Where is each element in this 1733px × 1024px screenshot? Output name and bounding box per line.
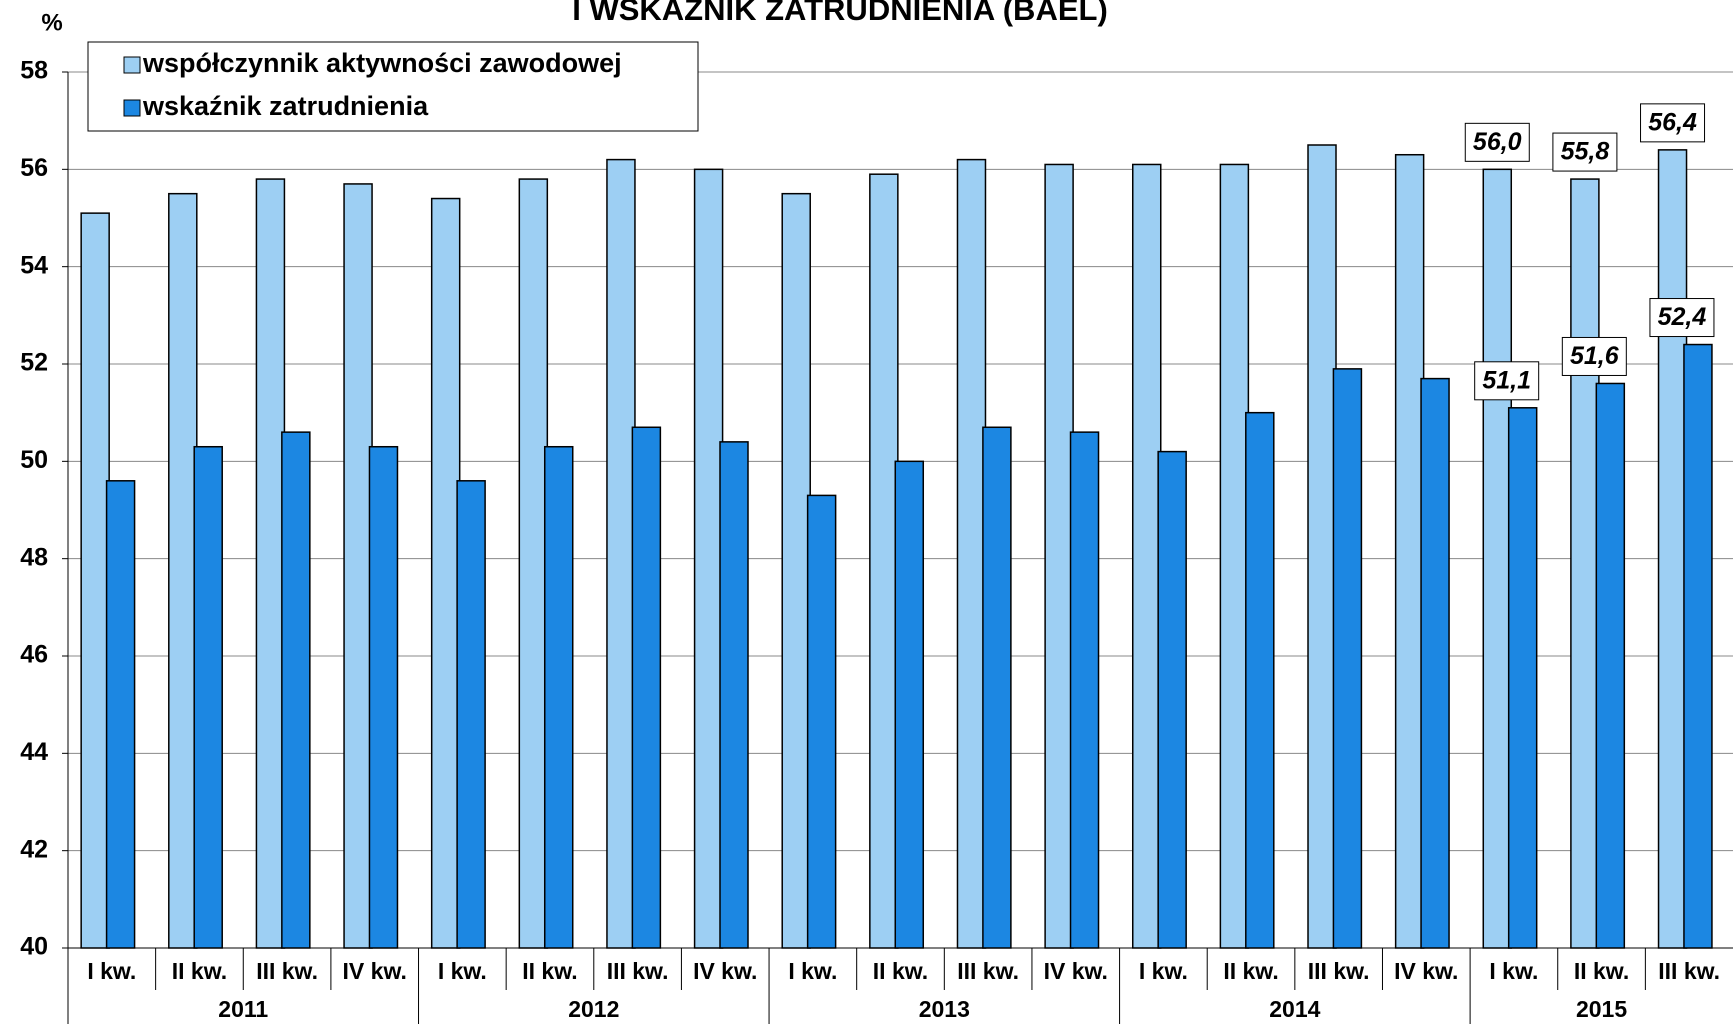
- bar: [105, 480, 136, 949]
- bar: [1657, 149, 1688, 949]
- y-tick-label: 50: [20, 446, 48, 474]
- y-tick-label: 40: [20, 933, 48, 961]
- bar: [80, 212, 110, 949]
- bar: [1307, 144, 1337, 949]
- value-label: 51,1: [1482, 366, 1531, 394]
- bar: [1219, 163, 1250, 949]
- x-tick-label: I kw.: [788, 958, 837, 984]
- value-label-box: [1474, 361, 1540, 401]
- bar: [693, 168, 724, 949]
- bar: [343, 183, 373, 949]
- x-tick-label: III kw.: [1308, 958, 1370, 984]
- legend-box: [87, 41, 699, 132]
- x-tick-label: I kw.: [87, 958, 136, 984]
- bar: [1595, 382, 1626, 949]
- y-tick-label: 54: [20, 251, 48, 279]
- value-label: 56,0: [1473, 128, 1522, 156]
- x-tick-label: I kw.: [438, 958, 487, 984]
- x-tick-label: III kw.: [607, 958, 669, 984]
- bar: [543, 445, 574, 949]
- x-tick-label: IV kw.: [1044, 958, 1108, 984]
- year-label: 2011: [218, 996, 268, 1022]
- bar: [606, 158, 636, 949]
- x-tick-label: IV kw.: [343, 958, 407, 984]
- legend-label: wskaźnik zatrudnienia: [142, 91, 429, 121]
- bar: [430, 197, 461, 949]
- bar: [1332, 368, 1363, 949]
- chart-title: I WSKAŹNIK ZATRUDNIENIA (BAEL): [572, 0, 1108, 27]
- bar: [956, 158, 987, 949]
- x-tick-label: III kw.: [957, 958, 1019, 984]
- x-tick-label: I kw.: [1139, 958, 1188, 984]
- year-label: 2013: [919, 996, 970, 1022]
- value-label-box: [1464, 122, 1530, 162]
- bar: [894, 460, 925, 949]
- value-label: 56,4: [1648, 108, 1697, 136]
- bar: [1157, 450, 1187, 949]
- year-label: 2012: [568, 996, 619, 1022]
- legend-swatch: [123, 99, 141, 117]
- bar: [781, 192, 811, 949]
- y-tick-label: 56: [20, 154, 48, 182]
- bar: [1245, 411, 1275, 949]
- bar: [1507, 407, 1538, 949]
- y-tick-label: 46: [20, 641, 48, 669]
- x-tick-label: I kw.: [1489, 958, 1538, 984]
- bar: [456, 480, 486, 949]
- legend-label: współczynnik aktywności zawodowej: [142, 48, 622, 78]
- value-label-box: [1640, 103, 1706, 143]
- y-axis-label: %: [41, 9, 62, 36]
- value-label: 51,6: [1570, 342, 1620, 370]
- x-tick-label: IV kw.: [1394, 958, 1458, 984]
- x-tick-label: II kw.: [1223, 958, 1278, 984]
- y-tick-label: 48: [20, 543, 48, 571]
- x-tick-label: II kw.: [873, 958, 928, 984]
- bar: [869, 173, 899, 949]
- x-tick-label: II kw.: [172, 958, 227, 984]
- x-tick-label: III kw.: [1658, 958, 1720, 984]
- year-label: 2015: [1576, 996, 1627, 1022]
- bar: [1482, 168, 1513, 949]
- year-label: 2014: [1269, 996, 1320, 1022]
- bar: [1570, 178, 1600, 949]
- bar: [806, 494, 837, 949]
- bar: [1420, 377, 1450, 949]
- bar: [1394, 153, 1425, 949]
- bar: [255, 178, 286, 949]
- bar: [631, 426, 662, 949]
- bar: [719, 441, 749, 949]
- bar: [518, 178, 549, 949]
- y-tick-label: 44: [20, 738, 48, 766]
- legend-swatch: [123, 56, 141, 74]
- bar: [982, 426, 1012, 949]
- x-tick-label: II kw.: [1574, 958, 1629, 984]
- bar: [1069, 431, 1100, 949]
- y-tick-label: 58: [20, 57, 48, 85]
- x-tick-label: II kw.: [522, 958, 577, 984]
- value-label-box: [1561, 336, 1627, 376]
- bar: [368, 445, 399, 949]
- value-label-box: [1552, 132, 1618, 172]
- bar: [1683, 343, 1713, 949]
- x-tick-label: IV kw.: [693, 958, 757, 984]
- x-tick-label: III kw.: [256, 958, 318, 984]
- y-tick-label: 42: [20, 835, 48, 863]
- value-label: 52,4: [1658, 303, 1707, 331]
- y-tick-label: 52: [20, 349, 48, 377]
- bar: [1044, 163, 1074, 949]
- bar: [281, 431, 311, 949]
- bar: [193, 445, 223, 949]
- value-label: 55,8: [1561, 138, 1610, 166]
- value-label-box: [1649, 298, 1715, 338]
- bar: [168, 192, 198, 949]
- bar: [1131, 163, 1162, 949]
